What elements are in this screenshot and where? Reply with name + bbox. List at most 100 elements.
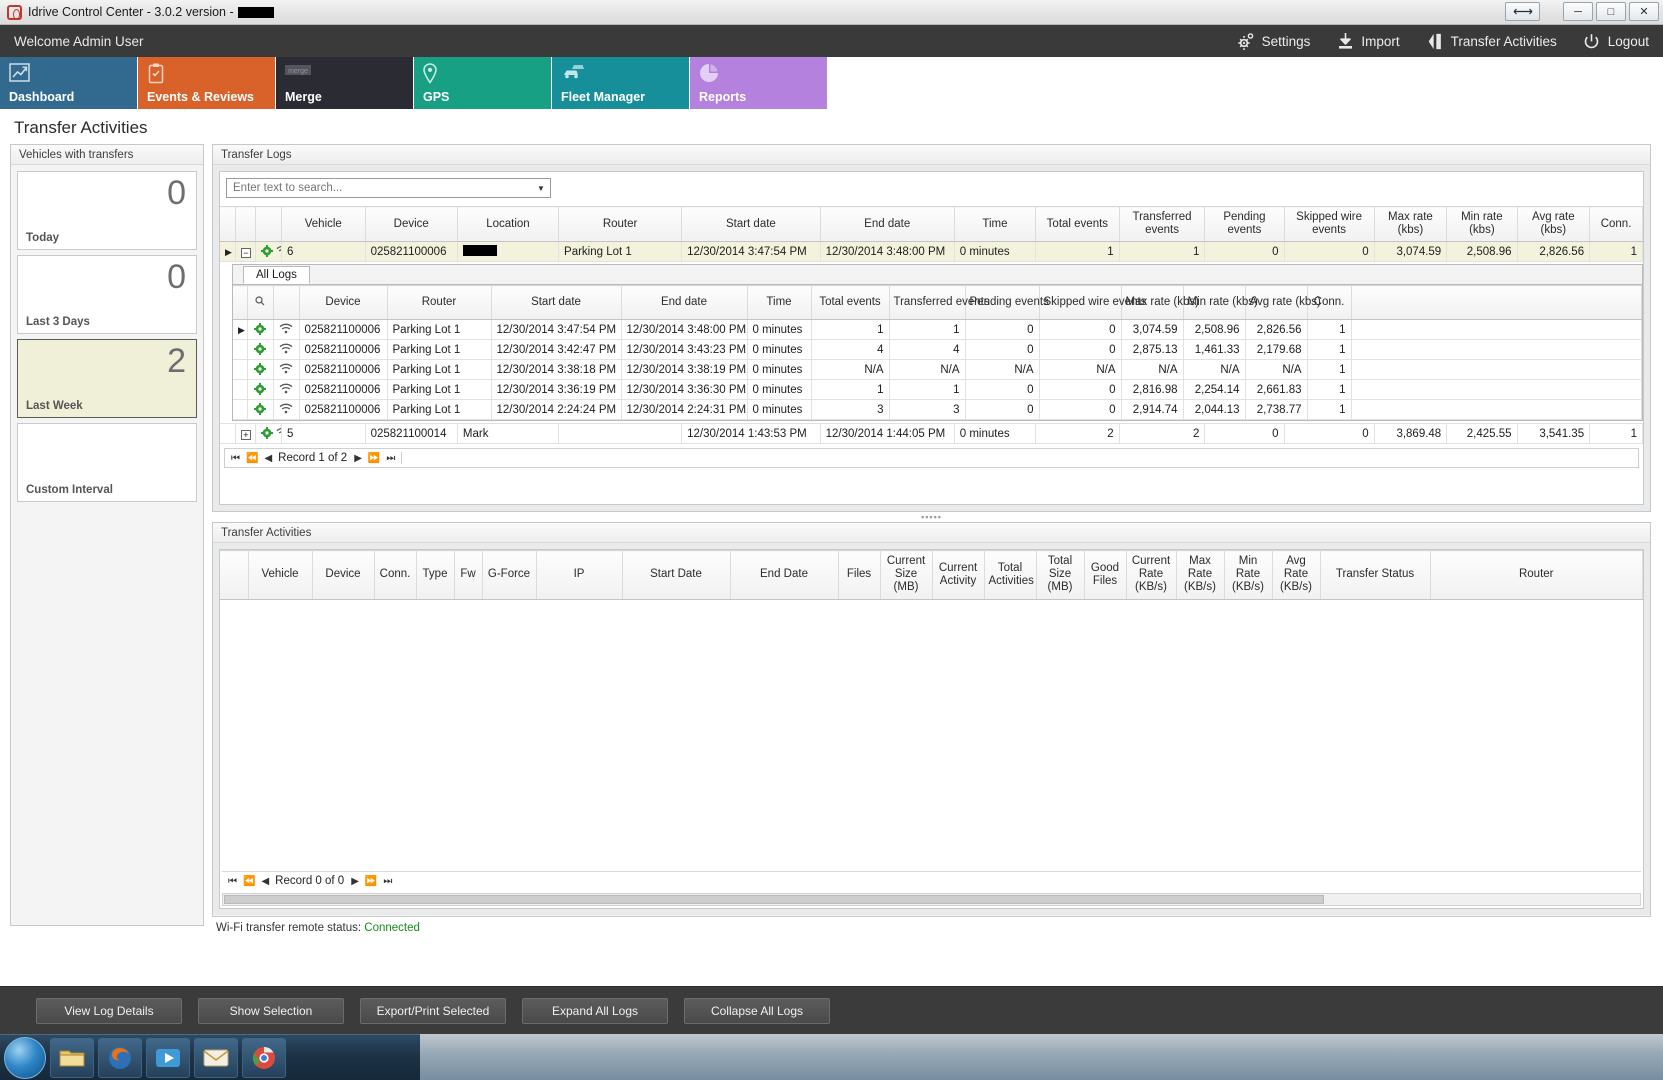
col-device[interactable]: Device <box>365 205 458 243</box>
last-page-icon[interactable]: ⏭ <box>386 452 395 464</box>
ta-col-transfer-status[interactable]: Transfer Status <box>1320 550 1431 600</box>
detail-col-router[interactable]: Router <box>387 285 492 321</box>
prev-record-icon[interactable]: ◀ <box>264 452 272 464</box>
detail-col-skipped-wire-events[interactable]: Skipped wire events <box>1039 285 1146 321</box>
ta-col-type[interactable]: Type <box>416 550 455 600</box>
detail-col-device[interactable]: Device <box>299 285 388 321</box>
horizontal-scrollbar[interactable] <box>222 893 1641 906</box>
media-icon[interactable] <box>146 1037 190 1078</box>
card-last-3-days[interactable]: 0 Last 3 Days <box>17 255 197 334</box>
ta-col-fw[interactable]: Fw <box>454 550 483 600</box>
panel-splitter[interactable]: ▪▪▪▪▪ <box>921 512 942 522</box>
import-button[interactable]: Import <box>1336 32 1400 50</box>
detail-col-end-date[interactable]: End date <box>621 285 748 321</box>
tile-reports[interactable]: Reports <box>690 57 827 109</box>
ta-col-min-rate[interactable]: Min Rate (KB/s) <box>1224 550 1273 600</box>
detail-col-start-date[interactable]: Start date <box>491 285 622 321</box>
col-start-date[interactable]: Start date <box>681 205 821 243</box>
col-location[interactable]: Location <box>457 205 560 243</box>
ta-col-vehicle[interactable]: Vehicle <box>248 550 313 600</box>
settings-button[interactable]: Settings <box>1237 32 1310 50</box>
col-total-events[interactable]: Total events <box>1035 205 1120 243</box>
ta-col-current-rate[interactable]: Current Rate (KB/s) <box>1126 550 1177 600</box>
col-max-rate[interactable]: Max rate (kbs) <box>1374 205 1448 243</box>
firefox-icon[interactable] <box>98 1037 142 1078</box>
row-expander[interactable]: + <box>235 423 256 445</box>
detail-col-total-events[interactable]: Total events <box>811 285 890 321</box>
collapse-all-logs-button[interactable]: Collapse All Logs <box>684 997 830 1024</box>
card-last-week[interactable]: 2 Last Week <box>17 339 197 418</box>
table-row[interactable]: 025821100006 Parking Lot 1 12/30/2014 3:… <box>233 359 1642 381</box>
next-page-icon[interactable]: ⏩ <box>367 452 380 464</box>
col-status[interactable] <box>255 205 283 243</box>
ta-col-ip[interactable]: IP <box>536 550 623 600</box>
prev-record-icon[interactable]: ◀ <box>261 875 269 887</box>
outlook-icon[interactable] <box>194 1037 238 1078</box>
ta-col-total-activities[interactable]: Total Activities <box>984 550 1037 600</box>
show-selection-button[interactable]: Show Selection <box>198 997 344 1024</box>
row-expander[interactable]: − <box>235 241 256 263</box>
prev-page-icon[interactable]: ⏪ <box>243 875 255 887</box>
next-record-icon[interactable]: ▶ <box>354 452 362 464</box>
col-vehicle[interactable]: Vehicle <box>281 205 366 243</box>
ta-col-start-date[interactable]: Start Date <box>622 550 731 600</box>
card-custom-interval[interactable]: Custom Interval <box>17 423 197 502</box>
table-row[interactable]: + 5 025821100014 Mark 12/30/2 <box>220 423 1643 445</box>
tile-gps[interactable]: GPS <box>414 57 551 109</box>
view-log-details-button[interactable]: View Log Details <box>36 997 182 1024</box>
prev-page-icon[interactable]: ⏪ <box>246 452 258 464</box>
col-min-rate[interactable]: Min rate (kbs) <box>1446 205 1518 243</box>
scrollbar-thumb[interactable] <box>224 895 1324 904</box>
tile-dashboard[interactable]: Dashboard <box>0 57 137 109</box>
next-page-icon[interactable]: ⏩ <box>364 875 377 887</box>
chrome-icon[interactable] <box>242 1037 286 1078</box>
next-record-icon[interactable]: ▶ <box>351 875 359 887</box>
detail-col-conn[interactable]: Conn. <box>1307 285 1352 321</box>
col-end-date[interactable]: End date <box>820 205 955 243</box>
chevron-down-icon[interactable]: ▼ <box>537 183 545 193</box>
col-skipped-wire-events[interactable]: Skipped wire events <box>1284 205 1375 243</box>
detail-col-time[interactable]: Time <box>747 285 812 321</box>
ta-col-max-rate[interactable]: Max Rate (KB/s) <box>1176 550 1225 600</box>
logout-button[interactable]: Logout <box>1583 32 1649 50</box>
restore-down-icon[interactable] <box>1505 2 1540 21</box>
ta-col-router[interactable]: Router <box>1430 550 1643 600</box>
tile-events-reviews[interactable]: Events & Reviews <box>138 57 275 109</box>
detail-col-avg-rate[interactable]: Avg rate (kbs) <box>1245 285 1321 321</box>
ta-col-gforce[interactable]: G-Force <box>482 550 537 600</box>
col-time[interactable]: Time <box>954 205 1037 243</box>
detail-col-transferred-events[interactable]: Transferred events <box>889 285 990 321</box>
col-indicator[interactable] <box>220 205 236 243</box>
tile-fleet-manager[interactable]: Fleet Manager <box>552 57 689 109</box>
detail-col-search[interactable] <box>247 285 274 321</box>
maximize-icon[interactable]: □ <box>1596 2 1626 21</box>
ta-col-avg-rate[interactable]: Avg Rate (KB/s) <box>1272 550 1321 600</box>
tab-all-logs[interactable]: All Logs <box>243 266 310 285</box>
ta-col-end-date[interactable]: End Date <box>730 550 839 600</box>
close-icon[interactable]: ✕ <box>1629 2 1659 21</box>
detail-col-pending-events[interactable]: Pending events <box>965 285 1049 321</box>
detail-col-max-rate[interactable]: Max rate (kbs) <box>1121 285 1199 321</box>
explorer-icon[interactable] <box>50 1037 94 1078</box>
transfer-activities-button[interactable]: Transfer Activities <box>1426 32 1557 50</box>
ta-col-files[interactable]: Files <box>838 550 881 600</box>
table-row[interactable]: 025821100006 Parking Lot 1 12/30/2014 3:… <box>233 339 1642 361</box>
ta-col-conn[interactable]: Conn. <box>374 550 417 600</box>
tile-merge[interactable]: merge Merge <box>276 57 413 109</box>
detail-col-min-rate[interactable]: Min rate (kbs) <box>1183 285 1258 321</box>
table-row[interactable]: 025821100006 Parking Lot 1 12/30/2014 2:… <box>233 399 1642 421</box>
expand-all-logs-button[interactable]: Expand All Logs <box>522 997 668 1024</box>
card-today[interactable]: 0 Today <box>17 171 197 250</box>
ta-col-current-activity[interactable]: Current Activity <box>932 550 985 600</box>
table-row[interactable]: 025821100006 Parking Lot 1 12/30/2014 3:… <box>233 379 1642 401</box>
col-transferred-events[interactable]: Transferred events <box>1119 205 1206 243</box>
minimize-icon[interactable]: ─ <box>1563 2 1593 21</box>
table-row[interactable]: ▶ − 6 025821100006 Parking Lo <box>220 241 1643 263</box>
col-conn[interactable]: Conn. <box>1589 205 1643 243</box>
start-orb-icon[interactable] <box>4 1036 46 1079</box>
ta-col-total-size[interactable]: Total Size (MB) <box>1036 550 1085 600</box>
first-page-icon[interactable]: ⏮ <box>228 875 237 887</box>
table-row[interactable]: ▶ 025821100006 Parking Lot 1 12/30/2014 … <box>233 319 1642 341</box>
col-avg-rate[interactable]: Avg rate (kbs) <box>1517 205 1591 243</box>
search-input[interactable] <box>227 181 532 195</box>
